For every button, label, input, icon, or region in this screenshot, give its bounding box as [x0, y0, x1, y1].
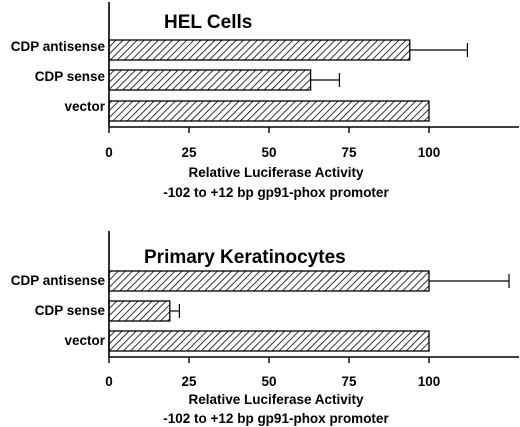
category-label: vector [64, 333, 105, 348]
bar [108, 69, 312, 91]
x-axis-sublabel: -102 to +12 bp gp91-phox promoter [163, 411, 389, 426]
bar [108, 330, 430, 352]
x-tick-label: 100 [418, 145, 441, 160]
x-tick-label: 0 [105, 145, 113, 160]
category-label: vector [64, 99, 105, 114]
x-tick-labels: 0 25 50 75 100 [105, 145, 440, 160]
x-axis-label: Relative Luciferase Activity [188, 165, 364, 180]
panel-title: HEL Cells [164, 12, 252, 33]
category-label: CDP sense [35, 69, 106, 84]
x-axis-sublabel: -102 to +12 bp gp91-phox promoter [163, 185, 389, 200]
x-tick-label: 0 [105, 374, 113, 389]
category-labels: CDP antisense CDP sense vector [11, 39, 106, 114]
category-label: CDP antisense [11, 273, 106, 288]
bar [108, 270, 430, 292]
x-tick-label: 50 [261, 145, 276, 160]
x-axis-label: Relative Luciferase Activity [188, 392, 364, 407]
x-tick-label: 75 [341, 145, 357, 160]
axes [108, 231, 519, 363]
panel-primary-keratinocytes: Primary Keratinocytes CDP antisense CDP … [11, 231, 519, 426]
x-tick-label: 25 [181, 145, 197, 160]
panel-hel-cells: HEL Cells CDP antisense CDP sense vector… [11, 2, 519, 200]
axes [108, 2, 519, 133]
category-label: CDP antisense [11, 39, 106, 54]
x-tick-label: 100 [418, 374, 441, 389]
category-label: CDP sense [35, 303, 106, 318]
panel-title: Primary Keratinocytes [144, 247, 346, 268]
bar [108, 39, 411, 61]
x-tick-label: 50 [261, 374, 276, 389]
x-tick-labels: 0 25 50 75 100 [105, 374, 440, 389]
bars [108, 270, 510, 352]
x-tick-label: 25 [181, 374, 197, 389]
x-tick-label: 75 [341, 374, 357, 389]
bar [108, 100, 430, 122]
category-labels: CDP antisense CDP sense vector [11, 273, 106, 348]
bars [108, 39, 468, 122]
bar [108, 300, 171, 322]
